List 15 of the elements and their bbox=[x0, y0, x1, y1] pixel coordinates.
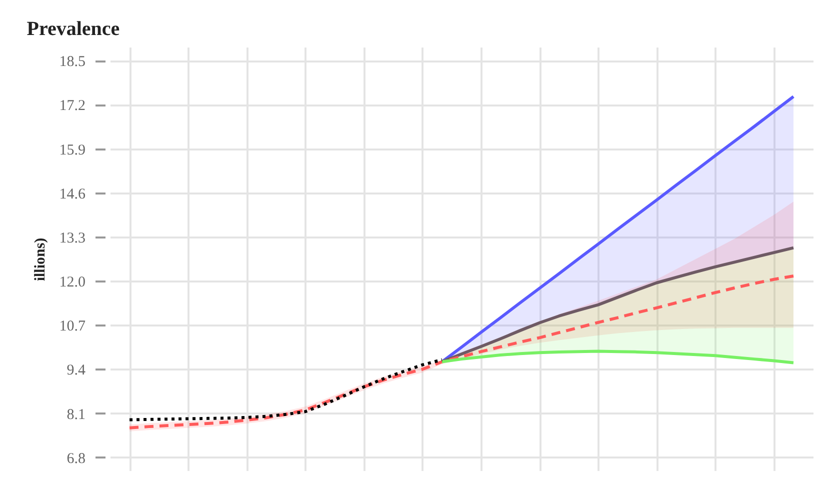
y-tick-label: 12.0 bbox=[59, 274, 86, 291]
y-tick-label: 15.9 bbox=[59, 142, 86, 158]
y-tick-label: 18.5 bbox=[59, 54, 86, 70]
line-series bbox=[128, 274, 795, 430]
y-tick-label: 6.8 bbox=[66, 450, 86, 467]
y-tick-label: 14.6 bbox=[59, 186, 86, 202]
line-series bbox=[440, 350, 795, 364]
y-axis-title: illions) bbox=[32, 238, 48, 282]
line-series bbox=[128, 358, 444, 422]
y-tick-label: 8.1 bbox=[66, 406, 86, 423]
chart-title: Prevalence bbox=[26, 18, 120, 40]
y-tick-label: 13.3 bbox=[59, 230, 86, 246]
y-tick-label: 10.7 bbox=[59, 318, 86, 335]
y-tick-label: 17.2 bbox=[59, 98, 86, 114]
y-tick-label: 9.4 bbox=[66, 362, 86, 379]
